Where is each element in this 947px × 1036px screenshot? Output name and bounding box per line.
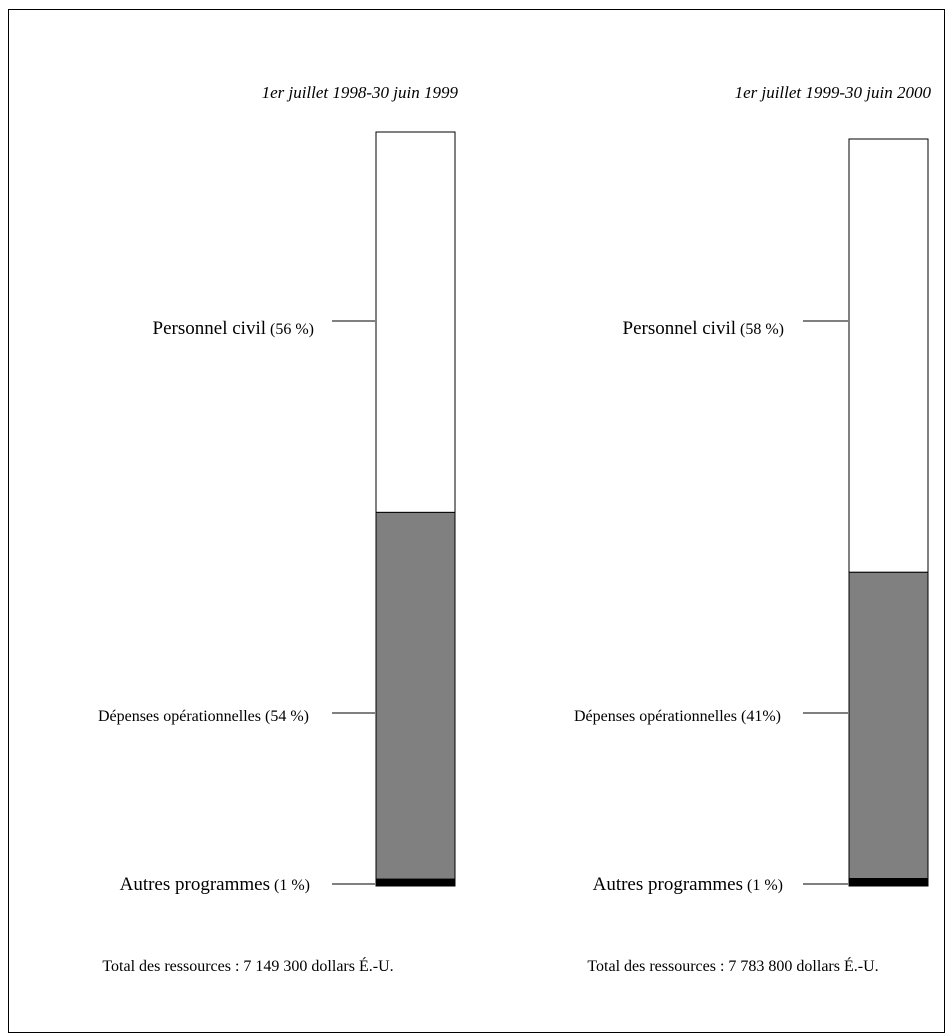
bar-segment-personnel-civil <box>375 131 456 513</box>
label-personnel-civil: Personnel civil <box>153 318 266 339</box>
panel-title: 1er juillet 1999-30 juin 2000 <box>735 83 932 102</box>
panel-title: 1er juillet 1998-30 juin 1999 <box>262 83 459 102</box>
pct-depenses-operationnelles: (41%) <box>741 708 781 725</box>
bar-segment-autres-programmes <box>375 878 456 887</box>
label-depenses-operationnelles: Dépenses opérationnelles <box>98 708 261 725</box>
pct-autres-programmes: (1 %) <box>274 877 310 894</box>
total-resources: Total des ressources : 7 783 800 dollars… <box>587 956 878 975</box>
total-resources: Total des ressources : 7 149 300 dollars… <box>102 956 393 975</box>
pct-personnel-civil: (56 %) <box>270 321 314 338</box>
bar-segment-personnel-civil <box>848 138 929 573</box>
label-autres-programmes: Autres programmes <box>120 874 270 895</box>
bar-segment-autres-programmes <box>848 878 929 887</box>
label-depenses-operationnelles: Dépenses opérationnelles <box>574 708 737 725</box>
bar-segment-depenses-operationnelles <box>375 511 456 880</box>
pct-personnel-civil: (58 %) <box>740 321 784 338</box>
panel-1999-2000: 1er juillet 1999-30 juin 2000 Personnel … <box>574 83 932 975</box>
bar-segment-depenses-operationnelles <box>848 571 929 880</box>
panel-1998-1999: 1er juillet 1998-30 juin 1999 Personnel … <box>98 83 459 975</box>
label-autres-programmes: Autres programmes <box>593 874 743 895</box>
label-personnel-civil: Personnel civil <box>623 318 736 339</box>
chart-frame <box>8 9 945 1033</box>
pct-depenses-operationnelles: (54 %) <box>265 708 309 725</box>
pct-autres-programmes: (1 %) <box>747 877 783 894</box>
